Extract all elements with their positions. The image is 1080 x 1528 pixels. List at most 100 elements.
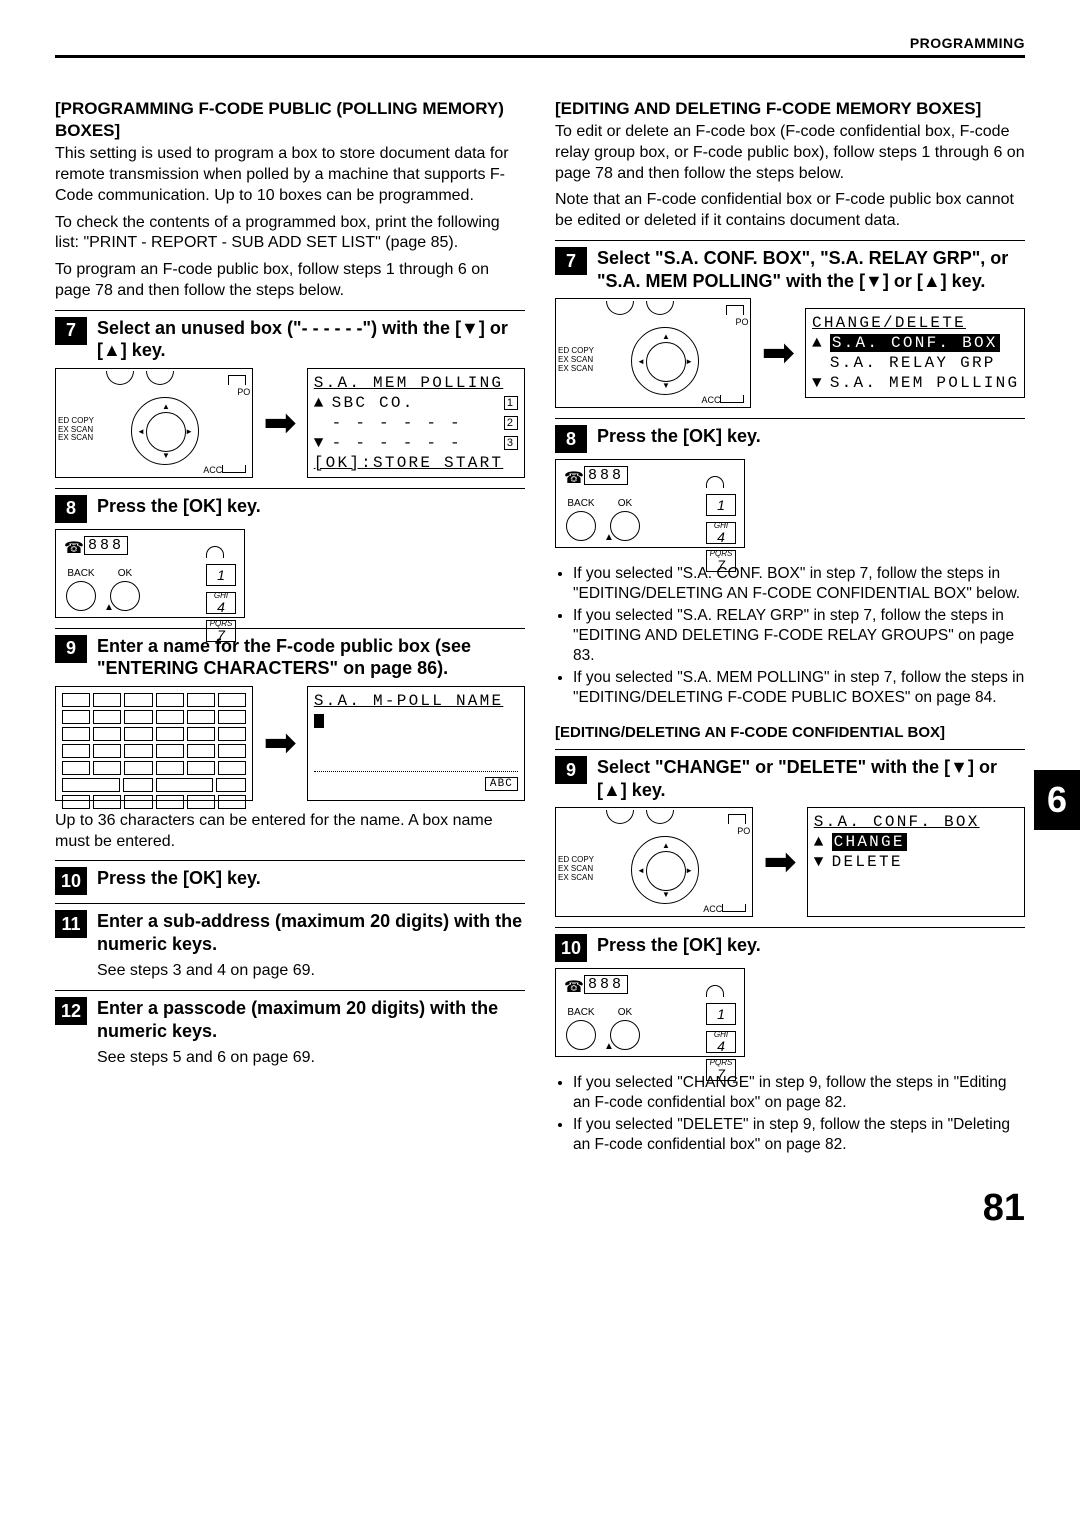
step-badge: 8 (55, 495, 87, 523)
ok-label: OK (118, 568, 132, 579)
right-step7: 7 Select "S.A. CONF. BOX", "S.A. RELAY G… (555, 247, 1025, 292)
key-4[interactable]: GHI4 (706, 522, 736, 544)
divider (555, 749, 1025, 750)
page-number: 81 (55, 1187, 1025, 1230)
step-badge: 10 (555, 934, 587, 962)
lcd-l2: - - - - - - (332, 414, 462, 432)
step-title: Enter a passcode (maximum 20 digits) wit… (97, 997, 525, 1042)
left-step11: 11 Enter a sub-address (maximum 20 digit… (55, 910, 525, 955)
right-step9-diagram: PO ACC ED COPY EX SCAN EX SCAN ▲▼ ◄► ➡ (555, 807, 1025, 917)
left-step7: 7 Select an unused box ("- - - - - -") w… (55, 317, 525, 362)
seg-display: 888 (584, 466, 628, 485)
lcd-title: S.A. MEM POLLING (314, 374, 503, 392)
left-step8: 8 Press the [OK] key. (55, 495, 525, 523)
back-button[interactable] (566, 1020, 596, 1050)
left-step9-diagram: ➡ S.A. M-POLL NAME ABC (55, 686, 525, 801)
left-step9-note: Up to 36 characters can be entered for t… (55, 811, 525, 853)
right-column: [EDITING AND DELETING F-CODE MEMORY BOXE… (555, 98, 1025, 1171)
back-button[interactable] (566, 511, 596, 541)
left-p3: To program an F-code public box, follow … (55, 260, 525, 302)
ok-button[interactable] (610, 1020, 640, 1050)
step-badge: 12 (55, 997, 87, 1025)
key-7[interactable]: PQRS7 (706, 550, 736, 572)
left-p1: This setting is used to program a box to… (55, 144, 525, 206)
handset-icon: ☎ (564, 468, 584, 488)
handset-icon: ☎ (564, 977, 584, 997)
back-button[interactable] (66, 581, 96, 611)
step-title: Enter a sub-address (maximum 20 digits) … (97, 910, 525, 955)
right-step10-bullets: If you selected "CHANGE" in step 9, foll… (555, 1073, 1025, 1156)
panel-ac: ACC (203, 465, 222, 475)
step-title: Select "S.A. CONF. BOX", "S.A. RELAY GRP… (597, 247, 1025, 292)
left-step12: 12 Enter a passcode (maximum 20 digits) … (55, 997, 525, 1042)
lcd-l2: DELETE (832, 853, 903, 871)
arrow-icon: ➡ (261, 723, 299, 763)
step-title: Select "CHANGE" or "DELETE" with the [▼]… (597, 756, 1025, 801)
bullet: If you selected "S.A. MEM POLLING" in st… (573, 668, 1025, 708)
left-step8-diagram: ☎ 888 BACK OK ▲ 1 GHI4 PQRS7 (55, 529, 525, 618)
key-7[interactable]: PQRS7 (206, 620, 236, 642)
left-section-heading: [PROGRAMMING F-CODE PUBLIC (POLLING MEMO… (55, 98, 525, 142)
lcd-title: CHANGE/DELETE (812, 314, 966, 332)
dpad: ▲▼ ◄► (631, 327, 699, 395)
panel-po: PO (735, 317, 748, 327)
chapter-tab: 6 (1034, 770, 1080, 830)
panel-l3: EX SCAN (58, 434, 94, 443)
step-title: Press the [OK] key. (597, 934, 761, 957)
handset-icon: ☎ (64, 538, 84, 558)
arrow-icon: ➡ (261, 403, 299, 443)
left-step9: 9 Enter a name for the F-code public box… (55, 635, 525, 680)
panel-ac: ACC (701, 395, 720, 405)
lcd-l1: CHANGE (832, 833, 907, 851)
right-step9-lcd: S.A. CONF. BOX ▲CHANGE ▼DELETE (807, 807, 1025, 917)
step-badge: 9 (55, 635, 87, 663)
divider (55, 990, 525, 991)
left-step11-sub: See steps 3 and 4 on page 69. (97, 961, 525, 982)
right-step8: 8 Press the [OK] key. (555, 425, 1025, 453)
panel-po: PO (237, 387, 250, 397)
lcd-l3: - - - - - - (332, 434, 462, 452)
step-title: Press the [OK] key. (597, 425, 761, 448)
lcd-bottom: [OK]:STORE START (314, 454, 503, 472)
right-section-heading: [EDITING AND DELETING F-CODE MEMORY BOXE… (555, 98, 1025, 120)
right-subhead: [EDITING/DELETING AN F-CODE CONFIDENTIAL… (555, 724, 1025, 741)
divider-top (55, 55, 1025, 58)
lcd-l3: S.A. MEM POLLING (830, 374, 1019, 392)
right-step7-diagram: PO ACC ED COPY EX SCAN EX SCAN ▲▼ ◄► ➡ (555, 298, 1025, 408)
step-badge: 11 (55, 910, 87, 938)
ok-button[interactable] (110, 581, 140, 611)
bullet: If you selected "DELETE" in step 9, foll… (573, 1115, 1025, 1155)
lcd-title: S.A. M-POLL NAME (314, 692, 503, 710)
step-title: Press the [OK] key. (97, 495, 261, 518)
step-title: Enter a name for the F-code public box (… (97, 635, 525, 680)
divider (555, 927, 1025, 928)
left-step9-lcd: S.A. M-POLL NAME ABC (307, 686, 525, 801)
control-panel: PO ACC ED COPY EX SCAN EX SCAN ▲▼ ◄► (555, 298, 751, 408)
divider (55, 628, 525, 629)
left-step10: 10 Press the [OK] key. (55, 867, 525, 895)
key-4[interactable]: GHI4 (206, 592, 236, 614)
dpad: ▲▼ ◄► (131, 397, 199, 465)
divider (55, 310, 525, 311)
control-panel: PO ACC ED COPY EX SCAN EX SCAN ▲▼ ◄► (55, 368, 253, 478)
key-1[interactable]: 1 (206, 564, 236, 586)
right-p2: Note that an F-code confidential box or … (555, 190, 1025, 232)
left-step7-lcd: S.A. MEM POLLING ▲SBC CO.1 - - - - - -2 … (307, 368, 525, 478)
bullet: If you selected "S.A. CONF. BOX" in step… (573, 564, 1025, 604)
divider (555, 240, 1025, 241)
lcd-l1: S.A. CONF. BOX (830, 334, 1000, 352)
step-badge: 8 (555, 425, 587, 453)
key-1[interactable]: 1 (706, 494, 736, 516)
step-badge: 7 (555, 247, 587, 275)
control-panel: PO ACC ED COPY EX SCAN EX SCAN ▲▼ ◄► (555, 807, 753, 917)
page: PROGRAMMING 6 [PROGRAMMING F-CODE PUBLIC… (0, 0, 1080, 1250)
arrow-icon: ➡ (759, 333, 797, 373)
left-step12-sub: See steps 5 and 6 on page 69. (97, 1048, 525, 1069)
right-step10-diagram: ☎ 888 BACK OK ▲ 1 GHI4 PQRS7 (555, 968, 1025, 1057)
keypad: ☎ 888 BACK OK ▲ 1 GHI4 PQRS7 (555, 968, 745, 1057)
columns: [PROGRAMMING F-CODE PUBLIC (POLLING MEMO… (55, 98, 1025, 1171)
right-step10: 10 Press the [OK] key. (555, 934, 1025, 962)
ok-button[interactable] (610, 511, 640, 541)
left-step7-diagram: PO ACC ED COPY EX SCAN EX SCAN ▲▼ ◄► ➡ (55, 368, 525, 478)
divider (55, 860, 525, 861)
